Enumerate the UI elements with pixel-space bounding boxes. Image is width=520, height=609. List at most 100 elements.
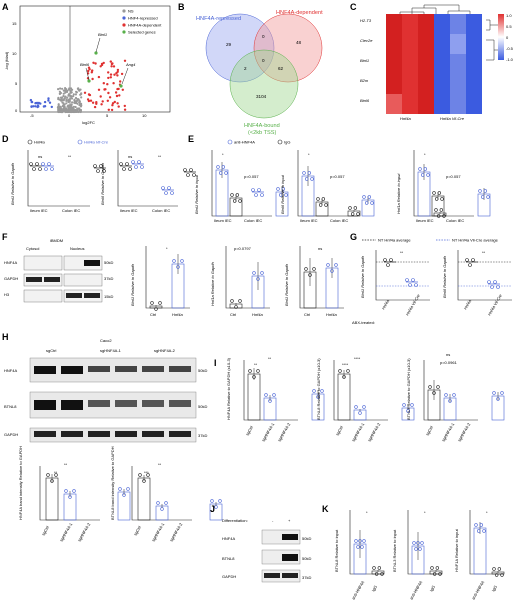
blot-strip [29, 357, 197, 383]
heat-row-label: B2m [360, 78, 369, 83]
volcano-point [111, 102, 115, 105]
volcano-point [67, 104, 70, 107]
blot-col: Cytosol [26, 246, 39, 251]
data-point [326, 263, 330, 267]
data-point [54, 473, 58, 477]
gene-arrow [95, 37, 101, 53]
mw-marker: 50kD [198, 368, 207, 373]
data-point [408, 283, 412, 287]
x-label: Hnf4a [172, 312, 183, 317]
data-point [478, 189, 482, 193]
blot-band [142, 366, 164, 372]
volcano-point [65, 102, 68, 105]
blot-row: BTNL8 [4, 404, 17, 409]
x-label: Ileum IEC [416, 218, 434, 223]
h1-bars [45, 473, 131, 521]
x-label: Hnf4a Vil-Cre [487, 293, 504, 317]
venn-label-bound-sub: (<2kb TSS) [248, 130, 276, 136]
blot-band [282, 554, 298, 561]
i2-bars [337, 369, 415, 421]
data-point [180, 259, 184, 263]
legend-dot-igg [277, 139, 283, 145]
k3-bars [473, 522, 505, 577]
volcano-point [70, 95, 73, 98]
data-point [420, 541, 424, 545]
heat-cell [450, 34, 466, 54]
data-point [192, 173, 196, 177]
axis-g2 [457, 250, 512, 301]
volcano-point [106, 83, 109, 86]
heat-cell [418, 54, 434, 74]
legend-label: Hnf4a Vil-Cre [84, 140, 109, 145]
y-tick: 10 [12, 51, 17, 56]
data-point [268, 399, 272, 403]
data-point [161, 186, 165, 190]
blot-band [84, 260, 100, 266]
volcano-point [107, 76, 110, 80]
volcano-point [67, 99, 70, 103]
k2-bars [411, 532, 443, 576]
e3-bars [417, 164, 491, 217]
volcano-point [78, 89, 81, 92]
data-point [278, 193, 283, 197]
data-point [125, 162, 129, 166]
data-point [426, 173, 430, 177]
data-point [377, 566, 382, 570]
volcano-point [80, 92, 83, 95]
data-point [356, 212, 360, 216]
bar [63, 493, 77, 521]
data-point [304, 267, 308, 271]
x-label: anti-HNF4A [471, 580, 486, 601]
volcano-point [59, 91, 63, 95]
data-point [260, 271, 264, 275]
data-point [416, 541, 420, 545]
blot-band [34, 366, 56, 374]
data-point [183, 168, 187, 172]
volcano-point [79, 110, 82, 114]
heat-cell [402, 14, 418, 34]
data-point [276, 187, 280, 191]
sig: * [308, 152, 310, 157]
heat-cell [450, 54, 466, 74]
h2-ylabel: BTNL8 band intensity Relative to GAPDH [110, 446, 115, 520]
panel-label-g: G [350, 232, 357, 242]
volcano-point [43, 100, 47, 104]
sig: * [366, 510, 368, 515]
x-tick: 10 [142, 113, 147, 118]
data-point [492, 391, 496, 395]
legend-dot-ns [122, 9, 126, 13]
panel-label-f: F [2, 232, 8, 242]
x-label: sgHNF4A-2 [457, 421, 472, 442]
f1-bars [149, 254, 185, 311]
panel-j: J Differentiation: - + HNF4A BTNL8 GAPDH… [210, 504, 311, 583]
x-label: Colon IEC [330, 218, 348, 223]
mw-marker: 50kD [302, 556, 311, 561]
bar [473, 527, 487, 575]
x-label: sgHNF4A-1 [351, 421, 366, 442]
axis-h1 [39, 466, 100, 521]
x-label: Ileum IEC [30, 208, 48, 213]
heat-row-label: Btnl6 [360, 98, 370, 103]
heat-cell [466, 14, 482, 34]
data-point [252, 271, 256, 275]
blot-band [115, 366, 137, 372]
volcano-point [75, 100, 78, 103]
g1-points [383, 258, 418, 287]
volcano-point [118, 94, 121, 97]
volcano-point [48, 101, 52, 104]
venn-count: 62 [278, 66, 284, 71]
volcano-point [119, 80, 122, 83]
mw-marker: 37kD [198, 433, 207, 438]
data-point [172, 259, 176, 263]
x-label: Hnf4a [326, 312, 337, 317]
data-point [354, 539, 358, 543]
scale-tick: 0 [506, 35, 509, 40]
data-point [474, 523, 478, 527]
volcano-point [74, 105, 77, 109]
legend-label: anti-HNF4A [234, 140, 255, 145]
data-point [131, 160, 135, 164]
heat-cell [450, 74, 466, 94]
gene-arrow [85, 67, 90, 81]
d1-points [29, 162, 174, 195]
volcano-point [32, 105, 35, 108]
